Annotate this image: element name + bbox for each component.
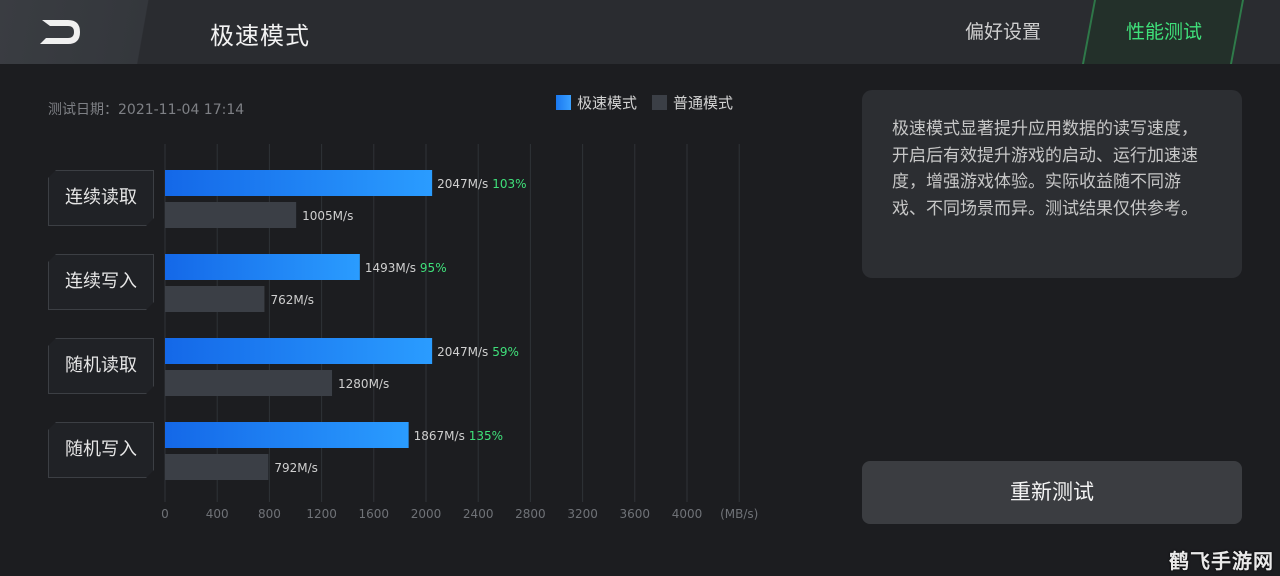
legend-normal: 普通模式 <box>652 92 733 113</box>
x-tick-label: 3600 <box>620 507 651 521</box>
x-tick-label: 800 <box>258 507 281 521</box>
bar-fast-label: 2047M/s <box>437 177 488 191</box>
active-tab-highlight <box>1082 0 1244 64</box>
bar-fast <box>165 254 360 280</box>
x-tick-label: 2400 <box>463 507 494 521</box>
bar-normal-label: 762M/s <box>270 293 314 307</box>
bar-normal <box>165 454 269 480</box>
test-date: 测试日期：2021-11-04 17:14 <box>48 102 245 118</box>
x-tick-label: 3200 <box>567 507 598 521</box>
bar-normal <box>165 286 265 312</box>
legend-normal-label: 普通模式 <box>673 94 734 112</box>
back-button[interactable] <box>0 0 200 64</box>
category-label: 连续读取 <box>65 187 137 208</box>
category-label: 连续写入 <box>65 271 137 292</box>
tab-performance-test[interactable]: 性能测试 <box>1125 21 1202 43</box>
category-label-box <box>48 338 154 394</box>
watermark: 鹤飞手游网 <box>1169 549 1274 573</box>
category-label-box <box>48 170 154 226</box>
bar-fast <box>165 338 433 364</box>
x-tick-label: 4000 <box>672 507 703 521</box>
bar-normal-label: 1005M/s <box>302 209 353 223</box>
bar-normal <box>165 202 297 228</box>
bar-normal-label: 1280M/s <box>338 377 389 391</box>
bar-normal-label: 792M/s <box>274 461 318 475</box>
bar-fast <box>165 422 409 448</box>
improvement-percent: 59% <box>492 345 519 359</box>
info-text: 极速模式显著提升应用数据的读写速度，开启后有效提升游戏的启动、运行加速速度，增强… <box>892 119 1198 219</box>
back-logo-icon <box>40 20 80 44</box>
x-tick-label: 2800 <box>515 507 546 521</box>
category-label: 随机读取 <box>65 355 137 376</box>
tab-preferences[interactable]: 偏好设置 <box>964 21 1041 43</box>
bar-normal <box>165 370 333 396</box>
category-label-box <box>48 254 154 310</box>
x-unit-label: (MB/s) <box>720 507 758 521</box>
legend-fast-swatch <box>556 95 571 110</box>
speed-bar-chart: 0 400 800 1200 1600 2000 2400 2800 3200 3600 4000 (… <box>161 144 758 521</box>
x-tick-label: 0 <box>161 507 169 521</box>
improvement-percent: 103% <box>492 177 526 191</box>
x-tick-label: 1200 <box>306 507 337 521</box>
top-bar: 极速模式 偏好设置 性能测试 <box>0 0 1280 64</box>
category-label-box <box>48 422 154 478</box>
legend-fast-label: 极速模式 <box>577 94 638 112</box>
legend-fast: 极速模式 <box>556 92 637 113</box>
bar-fast-label: 2047M/s <box>437 345 488 359</box>
x-tick-label: 2000 <box>411 507 442 521</box>
info-panel: 极速模式显著提升应用数据的读写速度，开启后有效提升游戏的启动、运行加速速度，增强… <box>862 90 1242 278</box>
category-label: 随机写入 <box>65 439 137 460</box>
x-tick-label: 1600 <box>359 507 390 521</box>
improvement-percent: 95% <box>420 261 447 275</box>
page-title: 极速模式 <box>210 22 310 50</box>
retest-button[interactable]: 重新测试 <box>862 461 1242 524</box>
legend-normal-swatch <box>652 95 667 110</box>
bar-fast <box>165 170 433 196</box>
bar-fast-label: 1493M/s <box>365 261 416 275</box>
improvement-percent: 135% <box>469 429 503 443</box>
bar-fast-label: 1867M/s <box>414 429 465 443</box>
x-tick-label: 400 <box>206 507 229 521</box>
